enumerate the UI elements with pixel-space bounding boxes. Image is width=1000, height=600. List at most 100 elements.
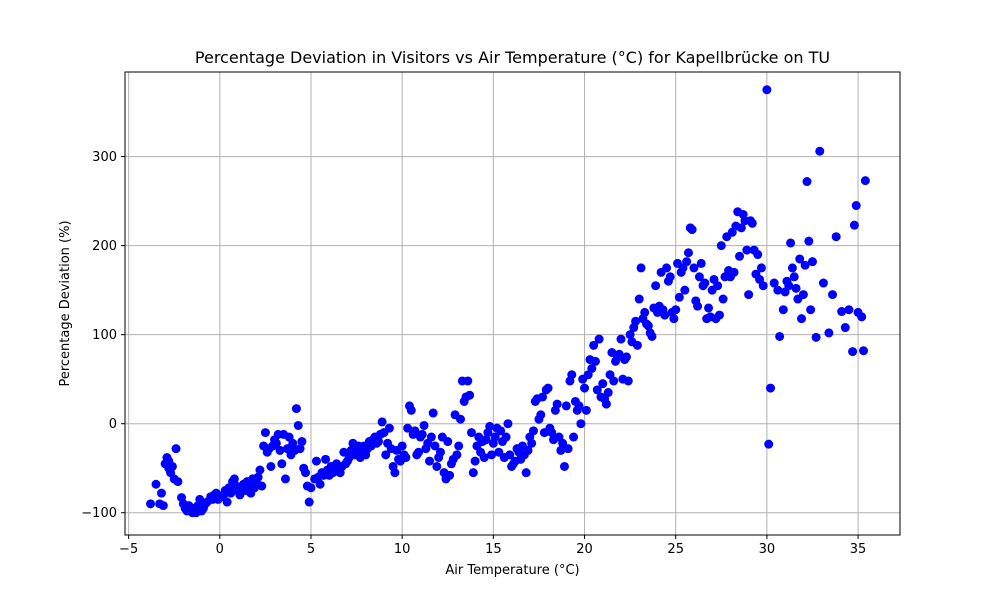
y-tick-label: 200: [92, 239, 117, 254]
data-point: [156, 488, 166, 498]
data-point: [671, 305, 681, 315]
data-point: [445, 470, 455, 480]
data-point: [815, 146, 825, 156]
data-point: [693, 301, 703, 311]
data-point: [587, 363, 597, 373]
data-point: [315, 479, 325, 489]
data-point: [470, 456, 480, 466]
data-point: [580, 383, 590, 393]
data-point: [704, 303, 714, 313]
data-point: [452, 450, 462, 460]
plot-frame: [124, 71, 901, 536]
data-point: [167, 461, 177, 471]
grid-lines: [125, 72, 900, 535]
data-point: [837, 307, 847, 317]
data-point: [543, 383, 553, 393]
data-point: [680, 285, 690, 295]
data-point: [795, 254, 805, 264]
data-point: [581, 405, 591, 415]
data-point: [465, 390, 475, 400]
data-point: [556, 445, 566, 455]
data-point: [490, 432, 500, 442]
data-point: [848, 347, 858, 357]
data-point: [406, 405, 416, 415]
data-point: [797, 314, 807, 324]
data-point: [297, 437, 307, 447]
data-point: [729, 267, 739, 277]
data-point: [636, 263, 646, 273]
data-point: [775, 331, 785, 341]
data-point: [559, 461, 569, 471]
x-tick-label: 30: [759, 542, 776, 557]
data-point: [538, 392, 548, 402]
data-point: [401, 453, 411, 463]
data-point: [229, 474, 239, 484]
data-point: [428, 408, 438, 418]
data-point: [811, 332, 821, 342]
data-point: [647, 331, 657, 341]
data-point: [456, 414, 466, 424]
data-point: [257, 481, 267, 491]
data-point: [479, 453, 489, 463]
data-point: [787, 263, 797, 273]
data-point: [171, 444, 181, 454]
x-tick-label: 10: [394, 542, 411, 557]
data-point: [567, 370, 577, 380]
data-point: [536, 410, 546, 420]
data-point: [291, 404, 301, 414]
data-point: [603, 388, 613, 398]
data-point: [576, 419, 586, 429]
data-point: [592, 385, 602, 395]
data-point: [616, 334, 626, 344]
data-point: [756, 263, 766, 273]
data-point: [840, 323, 850, 333]
data-point: [505, 450, 515, 460]
data-point: [665, 272, 675, 282]
data-point: [640, 307, 650, 317]
x-tick-label: 15: [485, 542, 502, 557]
data-point: [716, 241, 726, 251]
data-point: [158, 501, 168, 511]
data-point: [609, 376, 619, 386]
y-tick-label: 0: [109, 417, 117, 432]
data-point: [293, 420, 303, 430]
y-axis-title: Percentage Deviation (%): [58, 220, 73, 386]
x-tick-label: −5: [119, 542, 138, 557]
data-point: [528, 426, 538, 436]
data-point: [277, 459, 287, 469]
data-point: [598, 379, 608, 389]
data-point: [222, 497, 232, 507]
data-point: [266, 461, 276, 471]
data-point: [631, 316, 641, 326]
data-point: [280, 474, 290, 484]
data-point: [146, 499, 156, 509]
data-point: [643, 321, 653, 331]
data-point: [547, 428, 557, 438]
data-point: [430, 441, 440, 451]
data-point: [718, 294, 728, 304]
data-point: [563, 444, 573, 454]
data-point: [662, 263, 672, 273]
data-point: [503, 419, 513, 429]
data-point: [762, 85, 772, 95]
data-point: [275, 445, 285, 455]
data-point: [377, 417, 387, 427]
data-point: [828, 290, 838, 300]
data-point: [766, 383, 776, 393]
data-point: [496, 426, 506, 436]
data-point: [321, 454, 331, 464]
x-tick-label: 5: [307, 542, 315, 557]
data-point: [255, 465, 265, 475]
x-tick-label: 0: [216, 542, 224, 557]
data-point: [501, 432, 511, 442]
data-point: [849, 220, 859, 230]
data-point: [753, 250, 763, 260]
data-point: [807, 257, 817, 267]
data-point: [632, 340, 642, 350]
data-point: [634, 294, 644, 304]
data-point: [435, 447, 445, 457]
data-point: [403, 423, 413, 433]
data-point: [485, 421, 495, 431]
data-point: [574, 401, 584, 411]
